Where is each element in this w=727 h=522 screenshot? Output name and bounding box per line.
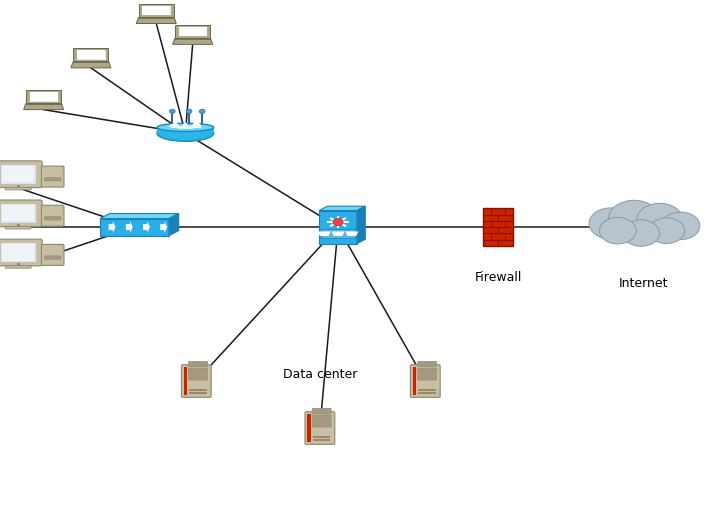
FancyBboxPatch shape xyxy=(175,38,210,39)
Circle shape xyxy=(199,109,205,113)
FancyBboxPatch shape xyxy=(26,90,61,103)
FancyBboxPatch shape xyxy=(1,165,36,184)
Ellipse shape xyxy=(157,125,214,141)
FancyBboxPatch shape xyxy=(319,210,357,244)
FancyBboxPatch shape xyxy=(2,205,34,221)
Polygon shape xyxy=(173,39,213,44)
FancyBboxPatch shape xyxy=(188,375,208,380)
Circle shape xyxy=(637,204,683,236)
Polygon shape xyxy=(126,221,133,233)
FancyBboxPatch shape xyxy=(418,389,436,391)
Polygon shape xyxy=(169,120,180,127)
Circle shape xyxy=(589,208,632,239)
Polygon shape xyxy=(137,18,176,23)
FancyBboxPatch shape xyxy=(313,436,330,438)
FancyBboxPatch shape xyxy=(5,266,31,268)
FancyBboxPatch shape xyxy=(44,177,61,181)
Circle shape xyxy=(333,218,343,226)
FancyBboxPatch shape xyxy=(0,239,42,266)
FancyBboxPatch shape xyxy=(30,92,57,101)
Polygon shape xyxy=(71,62,111,68)
Polygon shape xyxy=(160,221,167,233)
Polygon shape xyxy=(109,221,116,233)
FancyBboxPatch shape xyxy=(139,4,174,17)
FancyBboxPatch shape xyxy=(305,412,334,444)
Polygon shape xyxy=(23,104,64,110)
Polygon shape xyxy=(318,231,331,236)
FancyBboxPatch shape xyxy=(413,367,416,395)
FancyBboxPatch shape xyxy=(189,389,206,391)
Circle shape xyxy=(622,220,659,246)
FancyBboxPatch shape xyxy=(29,91,58,102)
FancyBboxPatch shape xyxy=(418,392,436,394)
FancyBboxPatch shape xyxy=(5,187,31,190)
FancyBboxPatch shape xyxy=(417,361,436,366)
FancyBboxPatch shape xyxy=(41,205,64,226)
Circle shape xyxy=(169,109,175,113)
FancyBboxPatch shape xyxy=(142,5,171,16)
FancyBboxPatch shape xyxy=(1,243,36,262)
Polygon shape xyxy=(143,221,150,233)
FancyBboxPatch shape xyxy=(178,26,207,37)
FancyBboxPatch shape xyxy=(312,422,331,427)
Polygon shape xyxy=(100,213,179,219)
FancyBboxPatch shape xyxy=(182,365,211,397)
FancyBboxPatch shape xyxy=(312,408,331,413)
FancyBboxPatch shape xyxy=(41,244,64,265)
Polygon shape xyxy=(357,206,365,244)
Text: Internet: Internet xyxy=(619,277,668,290)
Polygon shape xyxy=(345,231,358,236)
Ellipse shape xyxy=(157,123,214,132)
Polygon shape xyxy=(319,206,365,210)
Polygon shape xyxy=(169,213,179,235)
FancyBboxPatch shape xyxy=(175,25,210,38)
Circle shape xyxy=(599,218,636,244)
FancyBboxPatch shape xyxy=(417,368,436,373)
Polygon shape xyxy=(180,122,191,128)
Polygon shape xyxy=(332,231,345,236)
FancyBboxPatch shape xyxy=(1,204,36,223)
FancyBboxPatch shape xyxy=(313,439,330,441)
FancyBboxPatch shape xyxy=(2,166,34,182)
Circle shape xyxy=(662,212,700,240)
Circle shape xyxy=(608,200,659,237)
FancyBboxPatch shape xyxy=(139,17,174,18)
FancyBboxPatch shape xyxy=(307,414,310,442)
FancyBboxPatch shape xyxy=(483,208,513,246)
FancyBboxPatch shape xyxy=(188,368,208,373)
FancyBboxPatch shape xyxy=(188,361,208,366)
FancyBboxPatch shape xyxy=(189,392,206,394)
FancyBboxPatch shape xyxy=(183,367,187,395)
FancyBboxPatch shape xyxy=(321,229,355,238)
FancyBboxPatch shape xyxy=(73,61,108,62)
FancyBboxPatch shape xyxy=(0,161,42,187)
FancyBboxPatch shape xyxy=(26,103,61,104)
FancyBboxPatch shape xyxy=(417,375,436,380)
FancyBboxPatch shape xyxy=(312,415,331,420)
Polygon shape xyxy=(190,120,202,127)
FancyBboxPatch shape xyxy=(44,256,61,259)
FancyBboxPatch shape xyxy=(77,50,105,59)
FancyBboxPatch shape xyxy=(2,244,34,260)
FancyBboxPatch shape xyxy=(0,200,42,227)
Text: Firewall: Firewall xyxy=(474,271,522,284)
FancyBboxPatch shape xyxy=(44,217,61,220)
FancyBboxPatch shape xyxy=(76,50,105,60)
FancyBboxPatch shape xyxy=(41,166,64,187)
FancyBboxPatch shape xyxy=(73,48,108,62)
FancyBboxPatch shape xyxy=(157,127,214,133)
Text: Data center: Data center xyxy=(283,368,357,381)
FancyBboxPatch shape xyxy=(179,27,206,35)
FancyBboxPatch shape xyxy=(100,219,169,235)
Circle shape xyxy=(186,109,192,113)
Circle shape xyxy=(648,218,685,244)
FancyBboxPatch shape xyxy=(5,227,31,229)
FancyBboxPatch shape xyxy=(410,365,441,397)
FancyBboxPatch shape xyxy=(142,6,170,15)
